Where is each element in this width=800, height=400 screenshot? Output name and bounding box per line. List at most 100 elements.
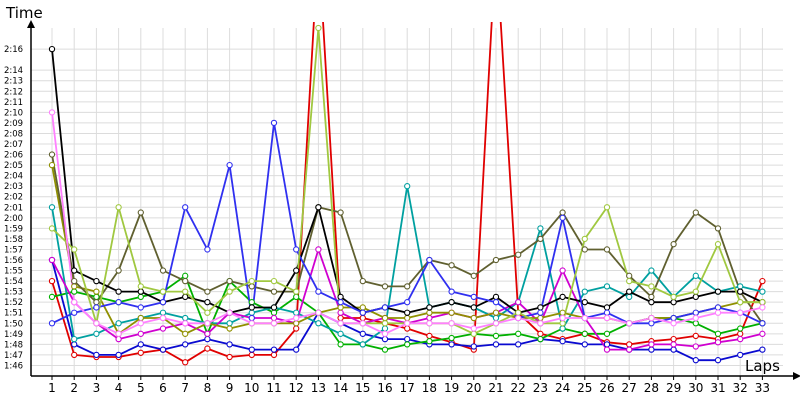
data-point (337, 304, 344, 311)
data-point (537, 314, 544, 322)
data-point (226, 277, 233, 285)
data-point (182, 314, 189, 322)
data-point (159, 314, 167, 322)
data-point (204, 330, 211, 337)
data-point (381, 320, 389, 327)
data-point (626, 293, 633, 301)
data-point (159, 309, 167, 316)
data-point (48, 256, 56, 264)
data-point (737, 288, 744, 295)
y-tick-label: 1:47 (4, 351, 23, 361)
data-point (426, 332, 433, 340)
data-point (626, 346, 633, 353)
data-point (714, 288, 722, 295)
data-point (226, 325, 233, 332)
data-point (648, 346, 655, 353)
y-tick-label: 1:50 (4, 319, 23, 329)
data-point (692, 272, 699, 279)
x-tick-label: 18 (422, 381, 437, 395)
data-point (381, 304, 389, 311)
data-point (270, 309, 278, 316)
data-point (492, 320, 500, 327)
data-point (581, 288, 588, 295)
y-tick-label: 2:08 (4, 129, 23, 139)
data-point (448, 262, 455, 269)
data-point (381, 330, 389, 337)
data-point (448, 341, 455, 348)
data-point (448, 334, 455, 342)
x-tick-label: 21 (488, 381, 503, 395)
x-tick-label: 16 (377, 381, 392, 395)
data-point (559, 293, 566, 301)
y-tick-label: 1:57 (4, 245, 23, 255)
data-point (692, 314, 699, 322)
data-point (603, 346, 611, 353)
data-point (537, 309, 544, 316)
data-point (603, 283, 611, 290)
data-point (48, 45, 56, 53)
data-point (737, 299, 744, 306)
data-point (581, 246, 588, 253)
data-point (426, 304, 433, 311)
y-tick-label: 1:54 (4, 277, 23, 287)
data-point (559, 314, 566, 322)
data-point (603, 330, 611, 337)
data-point (537, 304, 544, 311)
data-point (692, 309, 699, 316)
grid-layer (31, 28, 783, 376)
data-point (248, 314, 255, 322)
y-tick-label: 2:00 (4, 214, 23, 224)
data-point (293, 293, 300, 301)
data-point (71, 299, 78, 306)
data-point (404, 309, 411, 316)
data-point (71, 341, 78, 348)
data-point (670, 314, 677, 322)
data-point (648, 293, 655, 301)
data-point (226, 353, 233, 361)
data-point (48, 161, 56, 169)
data-point (737, 335, 744, 343)
data-point (426, 314, 433, 322)
data-point (293, 346, 300, 353)
data-point (248, 299, 255, 306)
data-point (204, 299, 211, 306)
x-tick-label: 14 (333, 381, 348, 395)
data-point (714, 241, 722, 248)
data-point (559, 338, 566, 345)
data-point (559, 267, 566, 274)
y-tick-label: 2:04 (4, 172, 23, 182)
data-point (293, 309, 300, 316)
data-point (559, 325, 566, 332)
data-point (404, 341, 411, 348)
x-tick-label: 28 (644, 381, 659, 395)
data-point (404, 283, 411, 290)
data-point (204, 320, 211, 327)
y-tick-label: 2:16 (4, 45, 23, 55)
data-point (670, 241, 677, 248)
data-point (559, 309, 566, 316)
data-point (648, 341, 655, 348)
data-point (115, 267, 122, 274)
y-tick-label: 2:14 (4, 66, 23, 76)
data-point (692, 209, 699, 216)
data-point (248, 320, 255, 327)
data-point (603, 314, 611, 322)
data-point (159, 299, 167, 306)
x-tick-label: 1 (48, 381, 56, 395)
data-point (115, 288, 122, 295)
data-point (226, 309, 233, 316)
data-point (226, 341, 233, 348)
data-point (270, 351, 278, 359)
data-point (581, 330, 588, 337)
x-tick-label: 5 (137, 381, 145, 395)
data-point (115, 320, 122, 327)
data-point (93, 304, 100, 311)
data-point (226, 288, 233, 295)
y-tick-label: 2:11 (4, 98, 23, 108)
x-tick-label: 8 (204, 381, 212, 395)
data-point (248, 309, 255, 316)
data-point (137, 209, 144, 216)
x-axis-arrow (793, 372, 800, 380)
y-tick-label: 1:49 (4, 330, 23, 340)
